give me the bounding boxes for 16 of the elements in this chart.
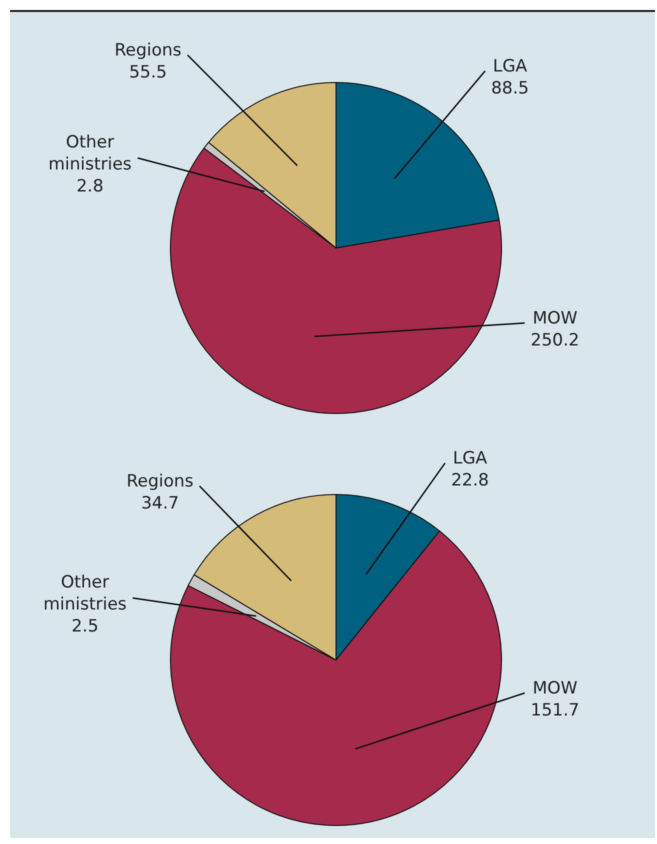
- slice-label: Regions: [126, 471, 194, 492]
- slice-label: LGA: [492, 56, 528, 76]
- slice-label: MOW: [532, 308, 578, 328]
- slice-label: LGA: [452, 448, 488, 468]
- data-label: 151.7: [530, 700, 580, 720]
- data-label: 34.7: [141, 493, 179, 514]
- slice-label: MOW: [532, 678, 578, 698]
- data-label: 250.2: [530, 330, 580, 350]
- data-label: 55.5: [129, 62, 167, 82]
- data-label: 2.8: [76, 176, 104, 196]
- data-label: 22.8: [451, 470, 489, 490]
- slice-label: Regions: [114, 40, 182, 60]
- slice-label: Other ministries: [43, 572, 127, 614]
- data-label: 2.5: [71, 616, 99, 636]
- data-label: 88.5: [491, 78, 529, 98]
- slice-label: Other ministries: [48, 132, 132, 174]
